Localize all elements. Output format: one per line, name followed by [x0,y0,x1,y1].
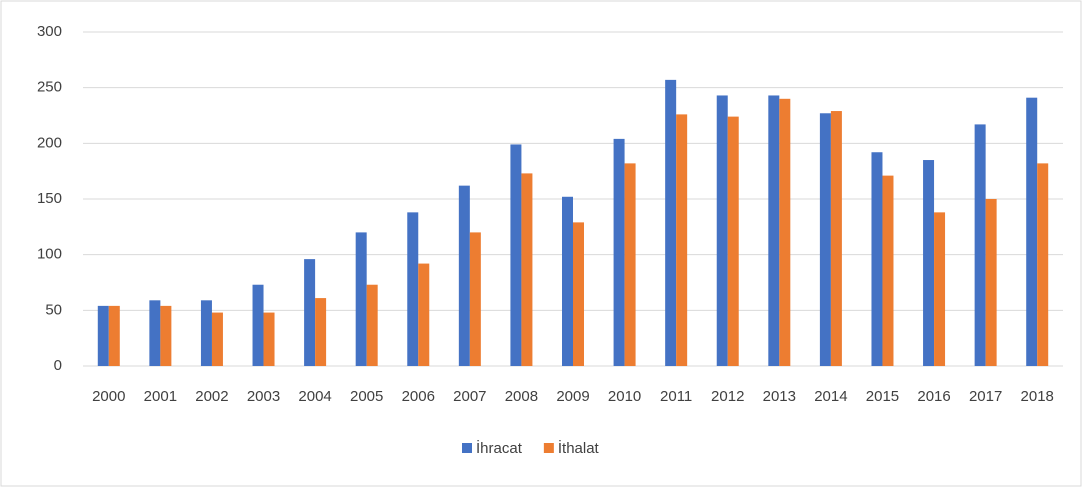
bar [665,79,677,366]
bar [108,305,120,366]
bar [562,196,573,366]
bar [418,263,430,366]
y-tick-label: 100 [37,246,62,263]
bar [819,113,831,366]
bar [934,212,946,366]
bar [985,199,997,366]
bar [830,111,842,367]
x-tick-label: 2003 [247,388,280,405]
x-tick-label: 2012 [711,388,744,405]
bar [510,144,522,366]
y-tick-label: 0 [54,357,62,374]
bar [355,232,367,366]
bar [716,95,728,367]
legend-label: İhracat [476,439,523,457]
x-tick-label: 2004 [298,388,331,405]
y-tick-label: 50 [45,301,62,318]
x-tick-label: 2017 [969,388,1002,405]
bar [573,222,584,366]
bar [263,312,275,366]
bar [768,95,780,367]
bar [624,163,636,366]
bar [1026,97,1038,366]
bar [974,124,986,366]
bar [521,173,533,366]
y-tick-label: 250 [37,79,62,96]
bar [149,300,161,366]
y-tick-label: 300 [37,23,62,40]
legend-swatch [462,443,472,453]
x-tick-label: 2014 [814,388,847,405]
x-tick-label: 2006 [402,388,435,405]
x-tick-label: 2008 [505,388,538,405]
x-tick-label: 2002 [195,388,228,405]
x-tick-label: 2016 [917,388,950,405]
x-tick-label: 2009 [556,388,589,405]
bar [200,300,212,366]
x-tick-label: 2011 [660,388,692,405]
x-tick-label: 2001 [144,388,177,405]
bar [727,116,739,366]
bar [366,284,378,366]
bar [613,138,625,366]
bar [469,232,481,366]
legend-swatch [543,443,554,453]
x-tick-label: 2013 [763,388,796,405]
bar [676,114,688,367]
x-tick-label: 2015 [866,388,899,405]
x-tick-label: 2000 [92,388,125,405]
bar [97,305,109,366]
bar [1037,163,1049,366]
x-tick-label: 2018 [1021,388,1054,405]
bar [252,284,264,366]
x-tick-label: 2007 [453,388,486,405]
bar [304,259,316,366]
bar [160,305,172,366]
bar [315,298,327,366]
y-tick-label: 150 [37,190,62,207]
bar [458,185,470,366]
bar [923,160,935,366]
bar [779,98,791,367]
bar [871,152,883,366]
bar [211,312,223,366]
bar [407,212,419,366]
y-tick-label: 200 [37,134,62,151]
x-tick-label: 2010 [608,388,641,405]
x-tick-label: 2005 [350,388,383,405]
bar [882,175,894,366]
legend-label: İthalat [558,439,600,457]
